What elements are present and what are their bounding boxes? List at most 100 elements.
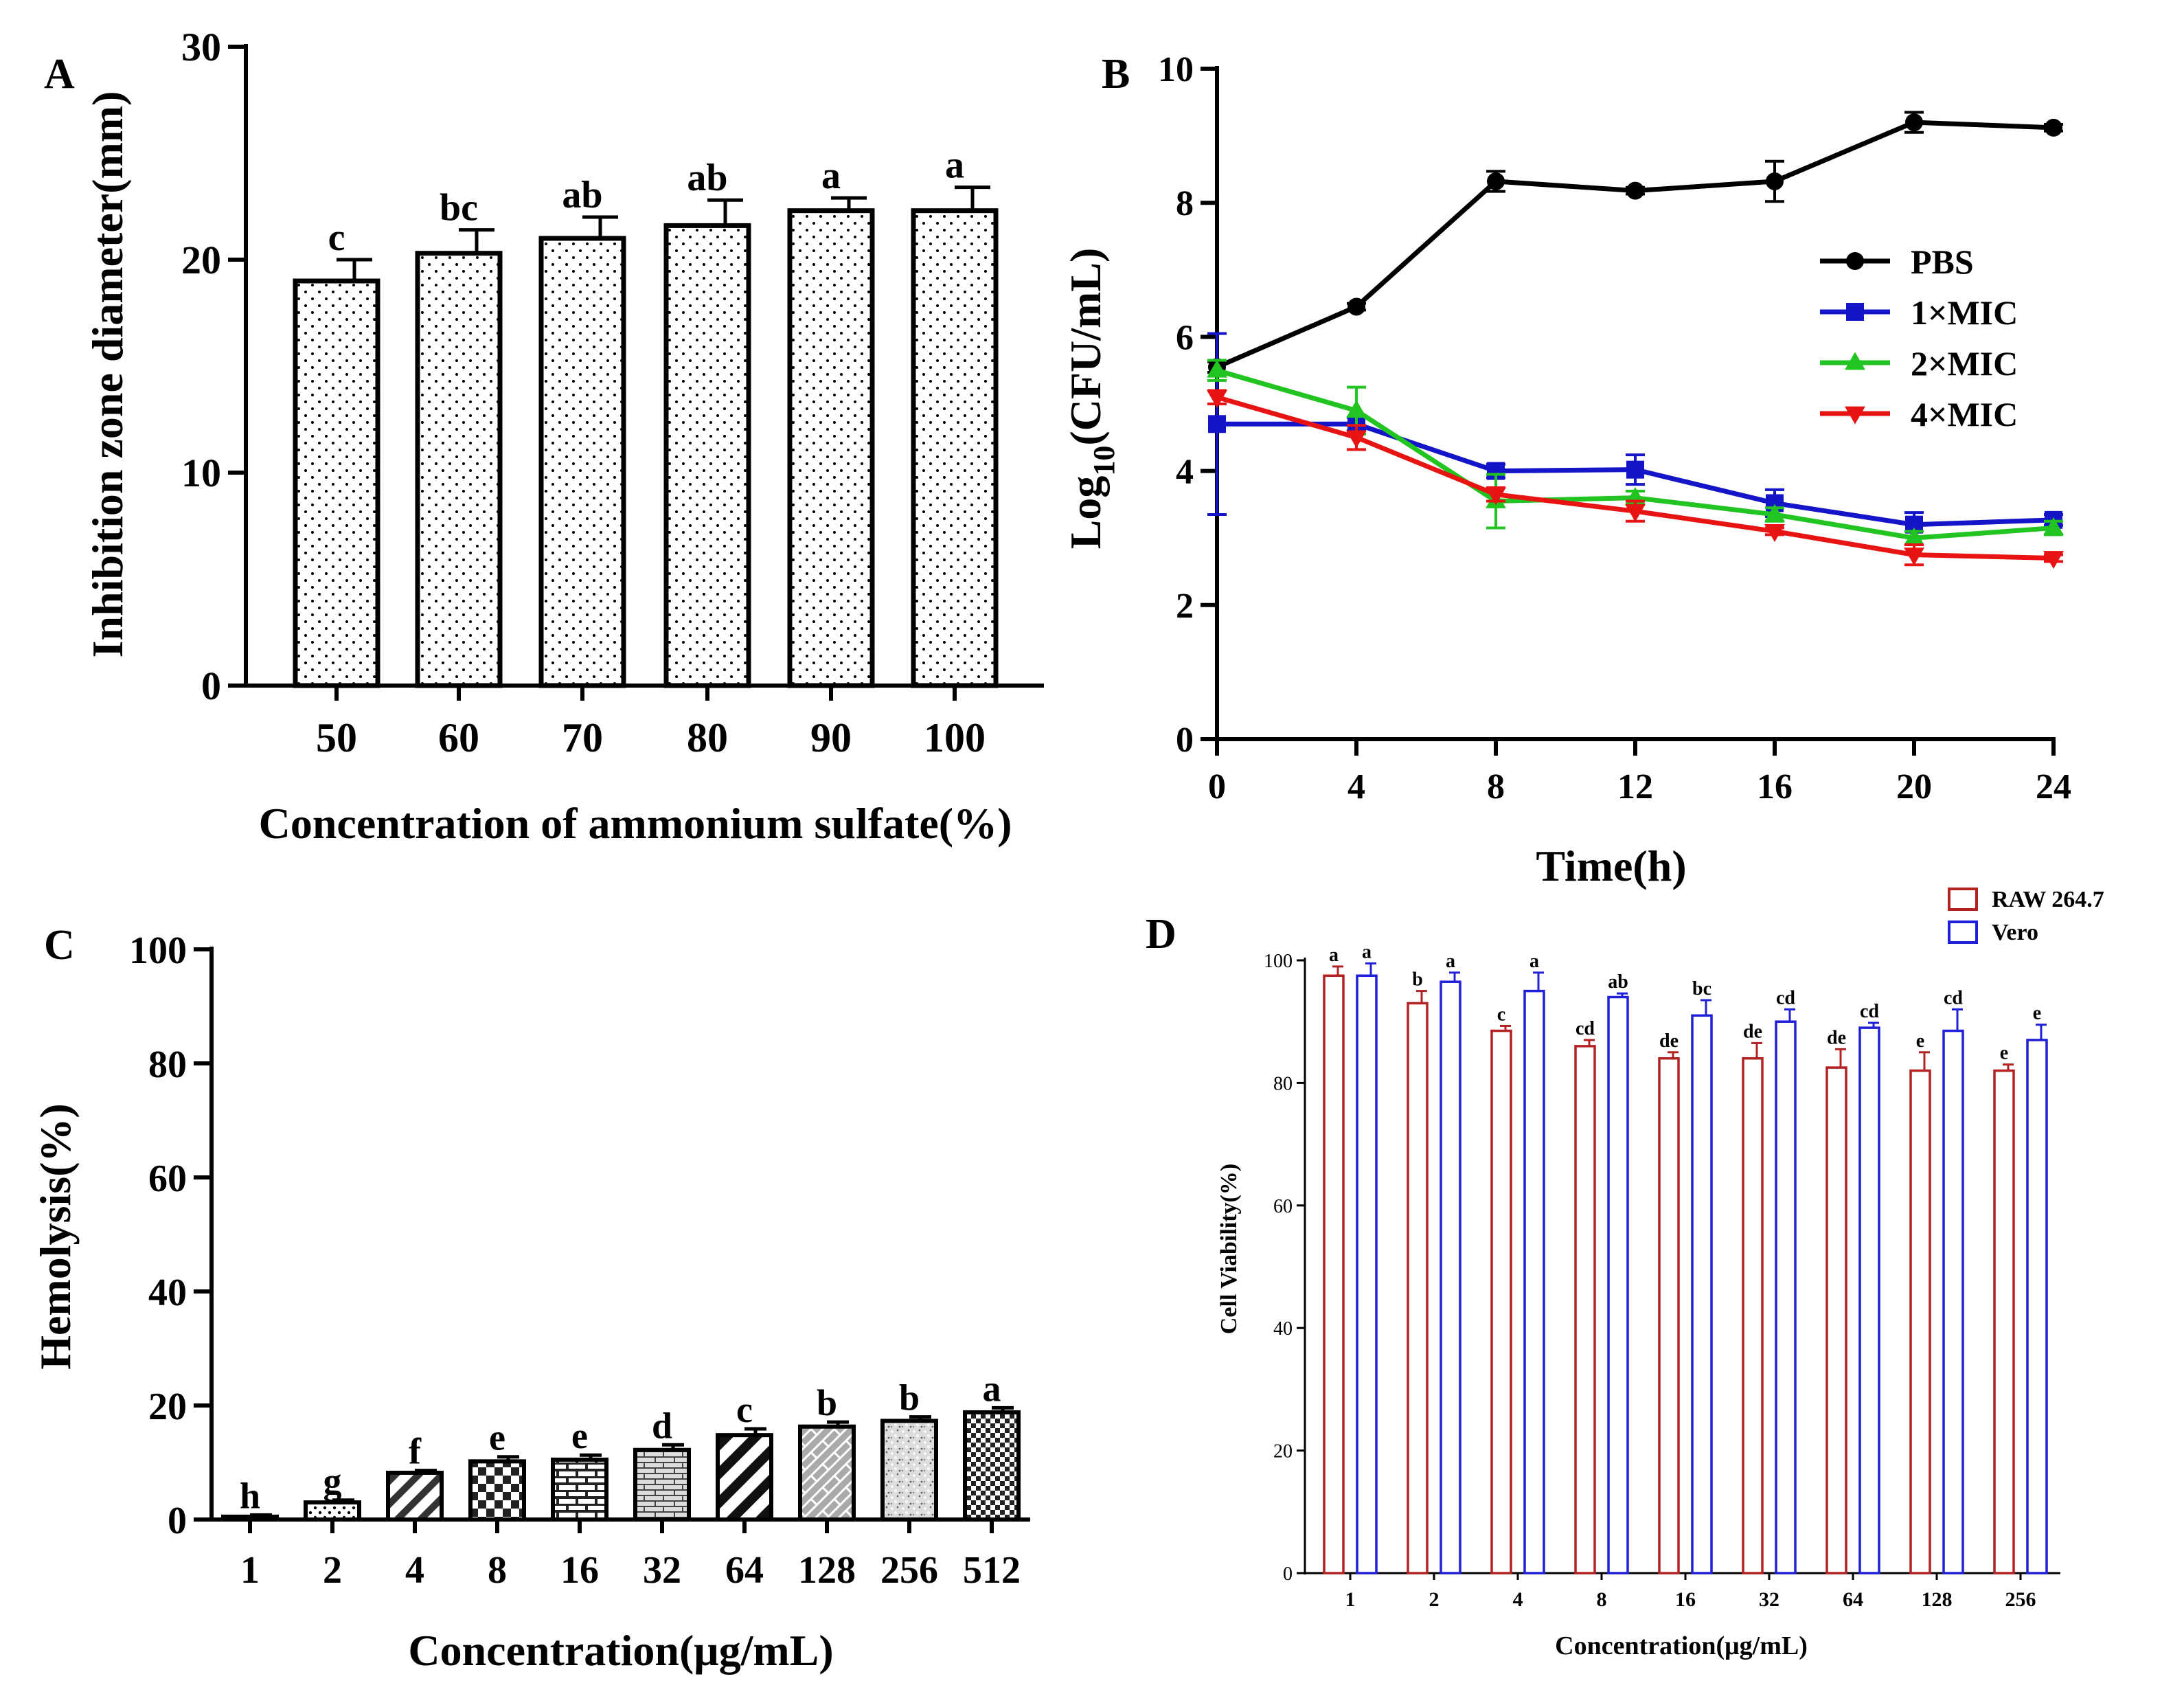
panel-a-x-tick-label: 60 bbox=[438, 715, 479, 760]
panel-b-series-2mic-point bbox=[1207, 359, 1227, 378]
panel-d-raw-264-7-significance-letter: e bbox=[1916, 1030, 1924, 1052]
panel-b-legend-label: 4×MIC bbox=[1911, 395, 2018, 433]
panel-b-series-pbs-point bbox=[2045, 118, 2062, 137]
panel-a-x-tick-label: 100 bbox=[924, 715, 986, 760]
panel-d-vero-bar bbox=[1440, 980, 1461, 1574]
panel-b-y-tick-label: 4 bbox=[1176, 453, 1194, 492]
panel-d-vero-significance-letter: e bbox=[2033, 1003, 2041, 1024]
panel-c-y-tick-label: 40 bbox=[148, 1272, 187, 1314]
panel-a-y-tick-label: 10 bbox=[181, 451, 221, 495]
panel-c-significance-letter: e bbox=[489, 1417, 505, 1458]
panel-d-raw-264-7-bar bbox=[1574, 1045, 1596, 1574]
panel-d-vero-significance-letter: ab bbox=[1608, 971, 1628, 993]
panel-a-significance-letter: bc bbox=[440, 187, 478, 229]
panel-b-series-2mic-point bbox=[1346, 400, 1367, 418]
panel-b-series-2mic-point bbox=[2043, 517, 2064, 535]
panel-a-bar bbox=[787, 208, 875, 688]
panel-a-significance-letter: ab bbox=[562, 174, 602, 216]
panel-d-raw-264-7-significance-letter: b bbox=[1412, 969, 1423, 991]
panel-d-x-tick-label: 32 bbox=[1759, 1588, 1779, 1611]
panel-d-x-tick-label: 256 bbox=[2005, 1588, 2036, 1611]
panel-c-bar bbox=[304, 1500, 361, 1522]
panel-d-vero-significance-letter: a bbox=[1529, 951, 1539, 972]
panel-b-x-tick-label: 0 bbox=[1208, 767, 1226, 806]
panel-c-significance-letter: c bbox=[736, 1389, 753, 1430]
panel-c-y-tick-label: 0 bbox=[168, 1500, 187, 1542]
panel-b-series-pbs-point bbox=[1766, 172, 1784, 190]
panel-a-significance-letter: ab bbox=[687, 157, 727, 199]
panel-c-x-tick-label: 512 bbox=[963, 1549, 1021, 1592]
panel-c-x-axis-label: Concentration(μg/mL) bbox=[408, 1626, 833, 1675]
panel-c-bar bbox=[221, 1514, 279, 1522]
panel-a-x-axis-label: Concentration of ammonium sulfate(%) bbox=[259, 799, 1012, 848]
panel-b-series-1mic-point bbox=[1208, 415, 1226, 433]
panel-b-legend-marker bbox=[1845, 406, 1865, 425]
panel-d-raw-264-7-bar bbox=[1825, 1066, 1847, 1574]
panel-c-bar bbox=[963, 1410, 1021, 1522]
panel-b-legend-marker bbox=[1845, 352, 1865, 370]
panel-d-raw-264-7-significance-letter: de bbox=[1743, 1021, 1762, 1042]
panel-d-vero-significance-letter: cd bbox=[1860, 1001, 1879, 1022]
panel-d-y-tick-label: 100 bbox=[1264, 951, 1293, 972]
panel-b-x-tick-label: 4 bbox=[1347, 767, 1365, 806]
panel-b-y-axis-label: Log10(CFU/mL) bbox=[1061, 248, 1121, 550]
panel-a-bar bbox=[663, 223, 751, 688]
panel-d-y-tick-label: 0 bbox=[1283, 1563, 1293, 1585]
panel-b-legend-label: 2×MIC bbox=[1911, 344, 2018, 383]
panel-d-raw-264-7-bar bbox=[1407, 1002, 1429, 1574]
panel-d-y-tick-label: 40 bbox=[1273, 1318, 1293, 1340]
panel-c-x-tick-label: 16 bbox=[560, 1549, 599, 1592]
panel-b-x-tick-label: 8 bbox=[1487, 767, 1505, 806]
panel-b-series-4mic-point bbox=[2043, 551, 2064, 569]
panel-d-y-tick-label: 80 bbox=[1273, 1073, 1293, 1094]
panel-a-y-axis-label: Inhibition zone diameter(mm) bbox=[83, 91, 132, 658]
panel-b-x-tick-label: 20 bbox=[1896, 767, 1932, 806]
panel-b-series-2mic-point bbox=[1904, 527, 1924, 545]
panel-c-y-tick-label: 100 bbox=[129, 929, 187, 972]
panel-a-bar bbox=[415, 251, 503, 688]
panel-d-vero-bar bbox=[2026, 1039, 2048, 1574]
panel-label-c: C bbox=[44, 922, 75, 969]
panel-c-x-tick-label: 256 bbox=[880, 1549, 938, 1592]
panel-c-bar bbox=[716, 1433, 773, 1522]
panel-c-significance-letter: g bbox=[323, 1460, 342, 1502]
panel-d-raw-264-7-significance-letter: e bbox=[2000, 1043, 2008, 1064]
panel-c-x-tick-label: 1 bbox=[240, 1549, 260, 1592]
panel-d-x-axis-label: Concentration(μg/mL) bbox=[1555, 1631, 1808, 1660]
panel-c-bar bbox=[798, 1424, 856, 1522]
panel-b-y-tick-label: 2 bbox=[1176, 587, 1194, 626]
panel-a-significance-letter: c bbox=[328, 216, 345, 259]
panel-b-series-pbs-point bbox=[1905, 113, 1923, 132]
panel-b-x-axis-label: Time(h) bbox=[1536, 842, 1686, 890]
panel-d-vero-significance-letter: cd bbox=[1944, 987, 1963, 1008]
panel-c-y-tick-label: 60 bbox=[148, 1158, 187, 1200]
panel-d-x-tick-label: 64 bbox=[1843, 1588, 1863, 1611]
panel-a-y-tick-label: 0 bbox=[201, 664, 221, 708]
panel-b-series-4mic-point bbox=[1207, 389, 1227, 408]
panel-a-bar-chart: A 0 10 20 30 c 50 bc 60 ab 70 ab 80 a 90 a 100 Inhibiti… bbox=[44, 25, 1044, 848]
panel-c-bar bbox=[633, 1447, 691, 1522]
panel-d-vero-bar bbox=[1523, 989, 1545, 1574]
panel-c-bar bbox=[551, 1457, 608, 1522]
panel-d-raw-264-7-significance-letter: c bbox=[1497, 1004, 1505, 1025]
panel-c-significance-letter: a bbox=[983, 1368, 1001, 1409]
panel-label-d: D bbox=[1146, 911, 1176, 958]
panel-a-y-tick-label: 20 bbox=[181, 238, 221, 282]
panel-a-bar bbox=[911, 208, 999, 688]
panel-d-y-tick-label: 60 bbox=[1273, 1196, 1293, 1217]
panel-b-series-pbs-point bbox=[1626, 181, 1644, 200]
panel-d-y-axis-label: Cell Viability(%) bbox=[1216, 1164, 1242, 1334]
panel-d-vero-bar bbox=[1691, 1014, 1713, 1574]
panel-b-series-4mic-point bbox=[1904, 547, 1924, 566]
panel-c-x-tick-label: 2 bbox=[323, 1549, 342, 1592]
panel-b-y-tick-label: 8 bbox=[1176, 184, 1194, 223]
panel-d-vero-bar bbox=[1775, 1020, 1797, 1574]
panel-c-significance-letter: f bbox=[409, 1431, 422, 1472]
panel-c-bar bbox=[468, 1459, 526, 1522]
panel-label-b: B bbox=[1102, 51, 1130, 98]
panel-a-x-tick-label: 50 bbox=[316, 715, 357, 760]
panel-a-x-tick-label: 80 bbox=[687, 715, 728, 760]
panel-d-raw-264-7-significance-letter: cd bbox=[1576, 1018, 1595, 1039]
panel-d-vero-bar bbox=[1356, 974, 1378, 1574]
